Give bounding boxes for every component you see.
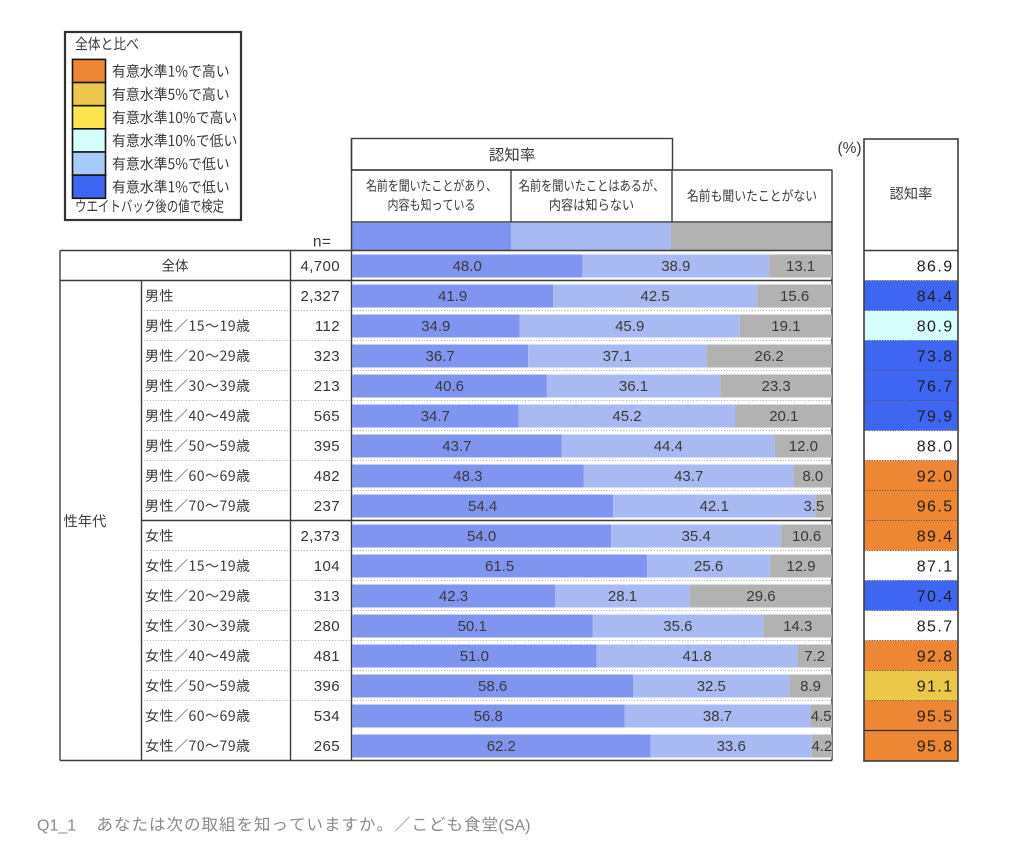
svg-text:76.7: 76.7 [917,378,954,395]
svg-text:48.3: 48.3 [453,468,482,485]
svg-text:237: 237 [314,498,340,515]
svg-text:38.9: 38.9 [661,258,690,275]
svg-text:79.9: 79.9 [917,408,954,425]
svg-text:92.8: 92.8 [917,648,954,665]
svg-text:8.9: 8.9 [800,678,821,695]
svg-text:565: 565 [314,408,340,425]
svg-text:14.3: 14.3 [783,618,812,635]
svg-text:33.6: 33.6 [717,738,746,755]
svg-text:36.1: 36.1 [619,378,648,395]
svg-text:396: 396 [314,678,340,695]
svg-text:7.2: 7.2 [804,648,825,665]
svg-text:112: 112 [315,318,340,335]
svg-text:10.6: 10.6 [792,528,821,545]
svg-text:61.5: 61.5 [485,558,514,575]
svg-text:42.1: 42.1 [700,498,729,515]
svg-text:38.7: 38.7 [703,708,732,725]
svg-text:104: 104 [314,558,340,575]
svg-text:37.1: 37.1 [603,348,632,365]
svg-text:34.7: 34.7 [421,408,450,425]
svg-text:62.2: 62.2 [487,738,516,755]
svg-text:42.3: 42.3 [439,588,468,605]
svg-text:323: 323 [314,348,340,365]
svg-text:28.1: 28.1 [608,588,637,605]
svg-text:45.2: 45.2 [612,408,641,425]
svg-text:25.6: 25.6 [694,558,723,575]
svg-text:43.7: 43.7 [674,468,703,485]
svg-text:4.2: 4.2 [811,738,832,755]
svg-text:54.0: 54.0 [467,528,496,545]
svg-text:92.0: 92.0 [917,468,954,485]
svg-text:73.8: 73.8 [917,348,954,365]
svg-text:51.0: 51.0 [460,648,489,665]
svg-text:56.8: 56.8 [474,708,503,725]
svg-text:88.0: 88.0 [917,438,954,455]
svg-text:12.0: 12.0 [789,438,818,455]
svg-text:89.4: 89.4 [917,528,954,545]
svg-text:85.7: 85.7 [917,618,954,635]
svg-text:12.9: 12.9 [786,558,815,575]
svg-text:41.8: 41.8 [682,648,711,665]
svg-text:48.0: 48.0 [453,258,482,275]
svg-text:481: 481 [314,648,340,665]
svg-text:313: 313 [314,588,340,605]
svg-text:35.4: 35.4 [682,528,711,545]
svg-text:280: 280 [314,618,340,635]
svg-text:534: 534 [314,708,340,725]
svg-text:34.9: 34.9 [421,318,450,335]
svg-text:265: 265 [314,738,340,755]
svg-text:4,700: 4,700 [300,258,340,275]
svg-text:29.6: 29.6 [746,588,775,605]
svg-text:96.5: 96.5 [917,498,954,515]
svg-text:41.9: 41.9 [438,288,467,305]
svg-text:19.1: 19.1 [771,318,800,335]
svg-text:15.6: 15.6 [780,288,809,305]
svg-text:482: 482 [314,468,340,485]
svg-text:26.2: 26.2 [754,348,783,365]
svg-text:(SA): (SA) [499,818,531,835]
svg-text:23.3: 23.3 [761,378,790,395]
svg-text:395: 395 [314,438,340,455]
svg-text:80.9: 80.9 [917,318,954,335]
svg-text:3.5: 3.5 [803,498,824,515]
svg-text:70.4: 70.4 [917,588,954,605]
svg-text:Q1_1: Q1_1 [37,818,76,835]
svg-text:50.1: 50.1 [458,618,487,635]
svg-text:213: 213 [314,378,340,395]
svg-text:(%): (%) [837,140,861,157]
svg-text:95.5: 95.5 [917,708,954,725]
svg-text:40.6: 40.6 [435,378,464,395]
svg-text:95.8: 95.8 [917,738,954,755]
svg-text:45.9: 45.9 [615,318,644,335]
svg-text:13.1: 13.1 [786,258,815,275]
svg-text:43.7: 43.7 [442,438,471,455]
svg-text:84.4: 84.4 [917,288,954,305]
svg-text:36.7: 36.7 [425,348,454,365]
svg-text:44.4: 44.4 [654,438,683,455]
svg-text:86.9: 86.9 [917,258,954,275]
svg-text:58.6: 58.6 [478,678,507,695]
svg-text:35.6: 35.6 [663,618,692,635]
svg-text:2,327: 2,327 [300,288,340,305]
svg-text:87.1: 87.1 [917,558,954,575]
svg-text:8.0: 8.0 [802,468,823,485]
svg-text:20.1: 20.1 [769,408,798,425]
svg-text:32.5: 32.5 [697,678,726,695]
svg-text:42.5: 42.5 [640,288,669,305]
svg-text:2,373: 2,373 [300,528,340,545]
svg-text:54.4: 54.4 [468,498,497,515]
svg-text:91.1: 91.1 [917,678,954,695]
svg-text:n=: n= [313,234,332,251]
svg-text:4.5: 4.5 [811,708,832,725]
